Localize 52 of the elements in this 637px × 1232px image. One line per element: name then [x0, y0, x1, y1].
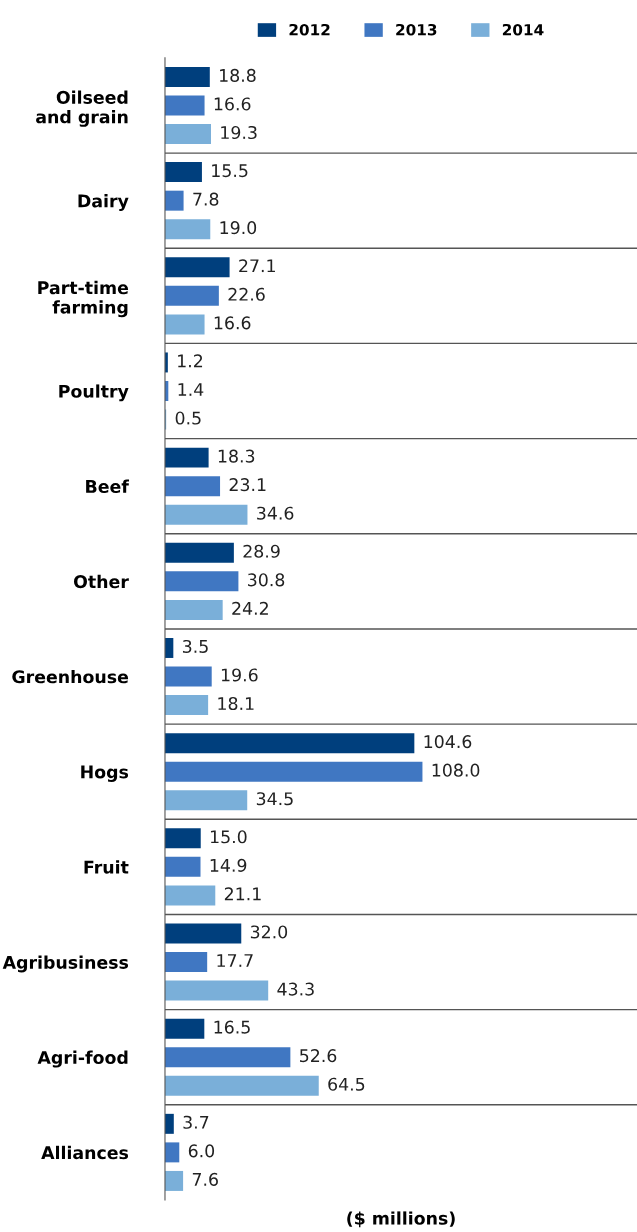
- data-label: 0.5: [175, 411, 201, 425]
- data-label: 16.6: [214, 316, 251, 330]
- data-label: 32.0: [250, 925, 288, 939]
- data-label: 52.6: [300, 1049, 337, 1063]
- y-tick-label: Other: [73, 574, 129, 589]
- data-label: 3.5: [182, 639, 208, 654]
- y-tick-label: Agribusiness: [2, 955, 129, 973]
- y-tick-label: Fruit: [84, 860, 129, 874]
- x-axis-title: ($ millions): [347, 1211, 455, 1228]
- y-tick-label: Beef: [86, 479, 130, 494]
- data-label: 19.3: [221, 125, 257, 140]
- data-label: 34.6: [257, 506, 294, 520]
- data-label: 7.6: [192, 1172, 218, 1186]
- legend-label: 2013: [396, 23, 437, 36]
- data-label: 22.6: [228, 287, 265, 301]
- data-label: 3.7: [183, 1115, 209, 1129]
- y-tick-label: Poultry: [59, 384, 129, 402]
- data-label: 24.2: [232, 601, 268, 615]
- data-label: 30.8: [248, 573, 285, 587]
- data-label: 18.8: [220, 68, 256, 82]
- data-label: 18.1: [218, 696, 254, 711]
- data-label: 104.6: [424, 735, 472, 749]
- data-label: 34.5: [256, 792, 293, 806]
- data-label: 15.5: [212, 164, 248, 178]
- data-label: 27.1: [239, 259, 275, 273]
- data-label: 17.7: [217, 954, 253, 967]
- y-tick-label: Greenhouse: [12, 669, 129, 684]
- y-tick-label: Agri-food: [37, 1050, 128, 1068]
- data-label: 64.5: [328, 1077, 365, 1091]
- legend-label: 2012: [289, 23, 330, 36]
- data-label: 1.2: [178, 354, 203, 368]
- data-label: 43.3: [277, 982, 314, 996]
- y-tick-label: Oilseed and grain: [36, 90, 128, 127]
- data-label: 23.1: [229, 478, 266, 492]
- y-tick-label: Hogs: [81, 765, 129, 782]
- y-tick-label: Part-time farming: [38, 280, 129, 318]
- y-tick-label: Dairy: [78, 194, 129, 211]
- data-label: 18.3: [218, 449, 255, 463]
- data-label: 108.0: [432, 763, 480, 777]
- data-label: 15.0: [210, 830, 247, 844]
- y-tick-label: Alliances: [41, 1145, 129, 1160]
- data-label: 21.1: [224, 887, 261, 901]
- data-label: 16.6: [214, 97, 251, 111]
- data-label: 28.9: [243, 544, 280, 558]
- data-label: 16.5: [214, 1020, 250, 1034]
- data-label: 7.8: [193, 192, 219, 206]
- data-label: 6.0: [188, 1144, 215, 1158]
- data-label: 19.6: [221, 668, 258, 682]
- data-label: 19.0: [220, 221, 257, 235]
- data-label: 1.4: [178, 383, 204, 396]
- data-label: 14.9: [210, 858, 247, 872]
- legend-label: 2014: [502, 23, 544, 36]
